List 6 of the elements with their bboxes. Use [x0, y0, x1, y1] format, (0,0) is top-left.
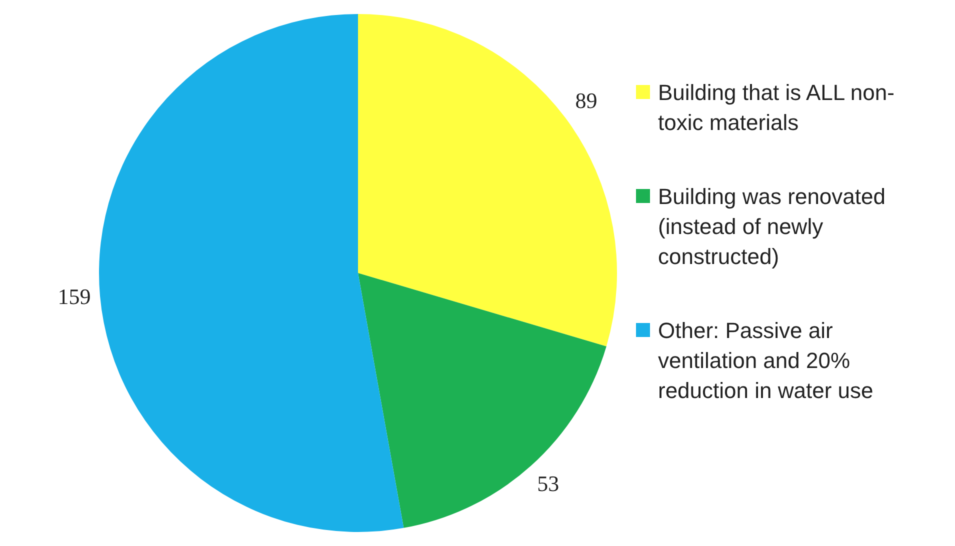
data-label: 89 — [575, 88, 598, 114]
data-label: 53 — [537, 470, 560, 496]
legend-label: Building that is ALL non-toxic materials — [658, 79, 896, 137]
legend-label: Building was renovated (instead of newly constructed) — [658, 183, 886, 271]
data-label: 159 — [58, 284, 91, 310]
legend-label: Other: Passive air ventilation and 20% reduction in water use — [658, 317, 874, 405]
